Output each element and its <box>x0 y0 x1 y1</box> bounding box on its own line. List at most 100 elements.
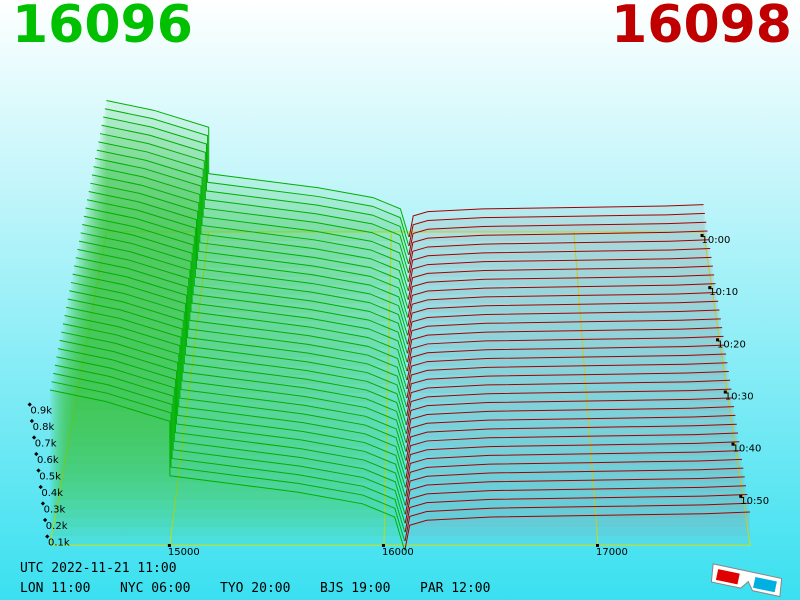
depth-fill <box>408 239 709 273</box>
ask-depth-line <box>408 230 708 264</box>
ask-depth-line <box>407 318 721 354</box>
bid-depth-line <box>57 348 406 506</box>
depth-fill <box>80 232 407 381</box>
depth-fill <box>407 310 720 345</box>
depth-fill <box>407 345 725 381</box>
bid-depth-line <box>95 157 409 300</box>
bid-depth-line <box>51 381 406 542</box>
ask-depth-line <box>407 309 720 345</box>
time-label: 10:30 <box>725 392 754 403</box>
depth-fill <box>104 108 409 246</box>
time-tick-mark <box>700 234 704 237</box>
bid-depth-line <box>78 240 408 390</box>
bid-depth-line <box>90 182 409 327</box>
depth-fill <box>405 459 743 497</box>
depth-fill <box>408 266 713 300</box>
ask-depth-line <box>407 274 715 309</box>
depth-fill <box>103 117 409 255</box>
x-tick-mark <box>167 544 171 547</box>
bid-depth-line <box>56 356 406 515</box>
depth-fill <box>406 415 736 452</box>
ask-depth-line <box>408 248 711 282</box>
bid-depth-line <box>62 323 406 479</box>
bid-depth-line <box>85 207 408 354</box>
ask-depth-line <box>406 327 723 363</box>
bid-depth-line <box>83 215 408 363</box>
bid-depth-line <box>69 290 407 443</box>
depth-fill <box>407 292 717 327</box>
bid-depth-line <box>53 372 406 533</box>
bid-depth-line <box>67 298 407 452</box>
ask-depth-line <box>404 476 745 515</box>
ask-depth-line <box>407 291 717 327</box>
y-tick-label: 0.1k <box>48 538 70 549</box>
depth-fill <box>404 512 750 550</box>
time-tick-mark <box>739 494 743 498</box>
bid-depth-line <box>93 166 409 309</box>
floor-grid-line <box>169 231 210 546</box>
depth-fill <box>407 362 728 398</box>
depth-fill <box>98 141 409 282</box>
y-tick-label: 0.4k <box>41 488 63 499</box>
depth-fill <box>54 365 405 524</box>
ask-depth-line <box>405 423 737 461</box>
bid-depth-line <box>103 116 410 256</box>
ask-depth-line <box>407 283 716 318</box>
depth-fill <box>407 353 727 390</box>
bid-depth-line <box>104 108 410 247</box>
ask-depth-line <box>404 485 747 524</box>
depth-fill <box>406 424 737 461</box>
depth-fill <box>408 257 712 291</box>
bid-depth-line <box>59 339 406 497</box>
depth-fill <box>95 158 408 300</box>
depth-fill <box>406 380 731 416</box>
depth-fill <box>50 389 405 550</box>
depth-fill <box>408 274 715 309</box>
depth-fill <box>405 468 744 506</box>
bid-depth-line <box>88 190 408 336</box>
ask-depth-line <box>408 204 704 238</box>
depth-fill <box>87 199 408 345</box>
bid-depth-line <box>77 248 408 399</box>
ask-depth-line <box>408 212 705 247</box>
ask-depth-line <box>404 493 748 533</box>
bid-depth-line <box>49 389 405 551</box>
bid-depth-line <box>86 199 408 345</box>
y-tick-label: 0.5k <box>39 472 61 483</box>
bid-depth-line <box>99 133 409 273</box>
depth-fill <box>51 381 405 542</box>
time-label: 10:40 <box>733 444 762 455</box>
depth-fill <box>406 397 733 434</box>
time-tick-mark <box>723 390 727 394</box>
ask-depth-line <box>405 441 740 479</box>
depth-fill <box>407 336 724 372</box>
depth-fill <box>53 373 405 533</box>
depth-fill <box>88 191 408 336</box>
depth-fill <box>99 133 409 273</box>
ask-depth-line <box>408 221 707 255</box>
bid-depth-line <box>74 265 407 417</box>
y-tick-label: 0.8k <box>33 422 55 433</box>
bid-depth-line <box>101 124 409 264</box>
depth-fill <box>409 204 704 237</box>
floor-grid-line <box>573 231 599 546</box>
bid-depth-line <box>75 257 407 408</box>
depth-fill <box>101 125 409 264</box>
x-tick-label: 15000 <box>168 547 200 558</box>
bid-depth-line <box>98 141 409 282</box>
time-label: 10:20 <box>717 339 746 350</box>
ask-depth-line <box>405 432 739 470</box>
y-tick-label: 0.7k <box>35 439 57 450</box>
bid-depth-line <box>64 315 407 470</box>
bid-depth-line <box>96 149 409 291</box>
ask-depth-line <box>407 265 713 300</box>
3d-glasses-icon <box>710 563 783 598</box>
depth-fill <box>405 494 748 533</box>
depth-fill <box>405 485 747 524</box>
bid-depth-line <box>70 281 407 434</box>
ask-depth-line <box>405 414 736 452</box>
city-time: PAR 12:00 <box>420 581 490 596</box>
ask-depth-line <box>406 335 724 372</box>
